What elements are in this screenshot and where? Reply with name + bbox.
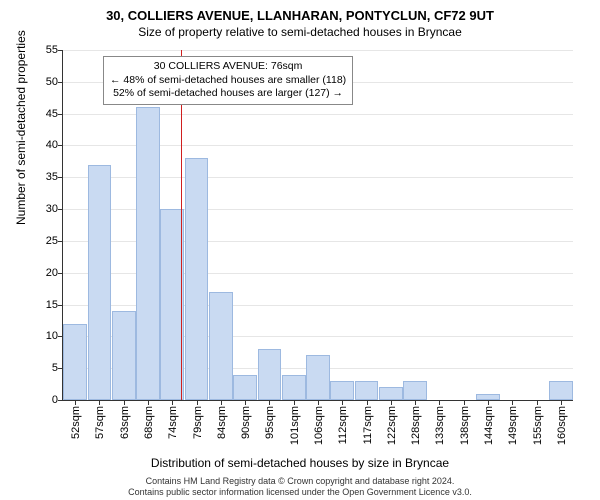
ytick-label: 20 [46, 267, 63, 279]
y-axis-label: Number of semi-detached properties [14, 30, 28, 225]
x-axis-label: Distribution of semi-detached houses by … [0, 456, 600, 470]
ytick-label: 50 [46, 76, 63, 88]
ytick-label: 0 [52, 394, 63, 406]
chart-subtitle: Size of property relative to semi-detach… [0, 25, 600, 39]
xtick-label: 95sqm [264, 406, 276, 439]
footer-line1: Contains HM Land Registry data © Crown c… [0, 476, 600, 487]
histogram-bar [185, 158, 209, 400]
histogram-bar [88, 165, 112, 400]
footer-attribution: Contains HM Land Registry data © Crown c… [0, 476, 600, 498]
xtick-label: 74sqm [167, 406, 179, 439]
histogram-bar [549, 381, 573, 400]
xtick-label: 133sqm [434, 406, 446, 445]
histogram-bar [306, 355, 330, 400]
xtick-mark [245, 400, 246, 405]
xtick-mark [537, 400, 538, 405]
histogram-bar [63, 324, 87, 400]
ytick-label: 35 [46, 171, 63, 183]
annotation-line2: ← 48% of semi-detached houses are smalle… [110, 74, 346, 88]
annotation-line3: 52% of semi-detached houses are larger (… [110, 87, 346, 101]
xtick-label: 155sqm [532, 406, 544, 445]
xtick-mark [269, 400, 270, 405]
ytick-label: 15 [46, 299, 63, 311]
ytick-label: 40 [46, 139, 63, 151]
histogram-bar [403, 381, 427, 400]
ytick-label: 10 [46, 330, 63, 342]
xtick-mark [172, 400, 173, 405]
xtick-mark [124, 400, 125, 405]
xtick-label: 68sqm [143, 406, 155, 439]
histogram-bar [330, 381, 354, 400]
ytick-label: 5 [52, 362, 63, 374]
xtick-label: 138sqm [459, 406, 471, 445]
xtick-mark [294, 400, 295, 405]
ytick-label: 45 [46, 108, 63, 120]
xtick-label: 57sqm [94, 406, 106, 439]
histogram-bar [258, 349, 282, 400]
xtick-mark [439, 400, 440, 405]
chart-container: 30, COLLIERS AVENUE, LLANHARAN, PONTYCLU… [0, 0, 600, 500]
xtick-mark [99, 400, 100, 405]
footer-line2: Contains public sector information licen… [0, 487, 600, 498]
xtick-label: 160sqm [556, 406, 568, 445]
xtick-label: 84sqm [216, 406, 228, 439]
xtick-label: 90sqm [240, 406, 252, 439]
xtick-label: 128sqm [410, 406, 422, 445]
xtick-label: 63sqm [119, 406, 131, 439]
xtick-mark [464, 400, 465, 405]
xtick-mark [391, 400, 392, 405]
xtick-mark [197, 400, 198, 405]
xtick-label: 52sqm [70, 406, 82, 439]
xtick-label: 106sqm [313, 406, 325, 445]
histogram-bar [355, 381, 379, 400]
xtick-label: 117sqm [362, 406, 374, 444]
xtick-label: 79sqm [192, 406, 204, 439]
xtick-mark [367, 400, 368, 405]
xtick-label: 122sqm [386, 406, 398, 445]
xtick-mark [75, 400, 76, 405]
xtick-mark [318, 400, 319, 405]
xtick-label: 112sqm [337, 406, 349, 444]
ytick-label: 25 [46, 235, 63, 247]
histogram-bar [112, 311, 136, 400]
xtick-mark [488, 400, 489, 405]
xtick-label: 101sqm [289, 406, 301, 445]
histogram-bar [209, 292, 233, 400]
xtick-mark [512, 400, 513, 405]
gridline [63, 50, 573, 51]
ytick-label: 30 [46, 203, 63, 215]
chart-title: 30, COLLIERS AVENUE, LLANHARAN, PONTYCLU… [0, 0, 600, 23]
xtick-mark [561, 400, 562, 405]
plot-area: 051015202530354045505552sqm57sqm63sqm68s… [62, 50, 573, 401]
xtick-label: 149sqm [507, 406, 519, 445]
annotation-box: 30 COLLIERS AVENUE: 76sqm ← 48% of semi-… [103, 56, 353, 105]
annotation-line1: 30 COLLIERS AVENUE: 76sqm [110, 60, 346, 74]
histogram-bar [282, 375, 306, 400]
ytick-label: 55 [46, 44, 63, 56]
histogram-bar [379, 387, 403, 400]
xtick-mark [148, 400, 149, 405]
xtick-mark [342, 400, 343, 405]
xtick-label: 144sqm [483, 406, 495, 445]
histogram-bar [233, 375, 257, 400]
histogram-bar [136, 107, 160, 400]
xtick-mark [415, 400, 416, 405]
xtick-mark [221, 400, 222, 405]
